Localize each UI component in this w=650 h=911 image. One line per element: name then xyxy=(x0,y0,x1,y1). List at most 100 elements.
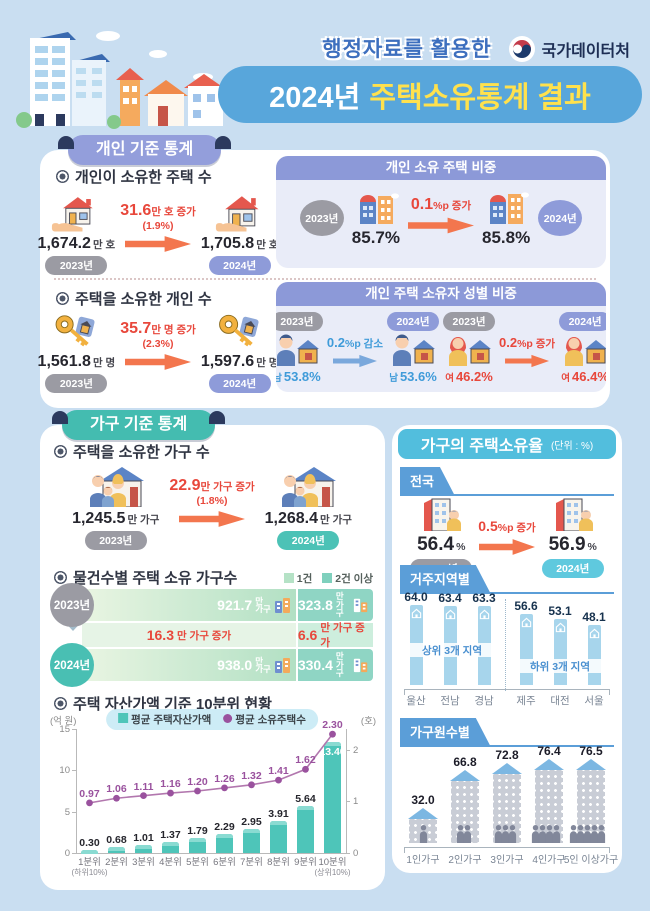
stat-2023: 1,561.8 만 명 2023년 xyxy=(38,312,115,393)
family-house-icon xyxy=(89,467,144,507)
nation-tabline: 전국 xyxy=(400,467,614,496)
right-tick-label: 1 xyxy=(353,796,359,808)
share-box: 개인 소유 주택 비중 2023년 85.7% 0.1%p 증가 xyxy=(276,156,606,268)
axis-line xyxy=(72,853,350,854)
building-person-icon xyxy=(424,498,462,531)
key-icon xyxy=(218,314,259,347)
year-badge: 2024년 xyxy=(559,312,606,331)
line-value-label: 1.11 xyxy=(133,780,154,793)
axis-bracket xyxy=(404,847,610,853)
person-icon xyxy=(576,825,584,843)
decile-heading: 주택 자산가액 기준 10분위 현황 xyxy=(54,693,272,714)
bar-row-2023: 2023년 921.7 만 가구 323.8 만 가구 xyxy=(50,583,373,627)
bar-value-label: 0.30 xyxy=(79,837,100,849)
building-roof-icon xyxy=(576,758,606,770)
category-label: 2분위 xyxy=(105,857,128,868)
female-2024: 2024년 여 46.4% xyxy=(559,312,606,384)
people-icons xyxy=(531,825,561,843)
woman-house-icon xyxy=(565,337,606,366)
people-icons xyxy=(456,825,472,843)
legend-line-swatch xyxy=(223,714,233,723)
bar-value-label: 63.4 xyxy=(438,590,462,605)
legend-bar-swatch xyxy=(118,713,129,723)
bar-segment-one: 938.0 만 가구 xyxy=(82,649,296,681)
household-stats-panel: 가구 기준 통계 주택을 소유한 가구 수 1,245.5 만 가구 xyxy=(40,410,385,890)
bar-value-label: 3.91 xyxy=(268,807,289,820)
legend-swatch-two xyxy=(322,573,333,583)
person-icon xyxy=(590,825,598,843)
person-icon xyxy=(597,825,605,843)
delta-increase: 0.5%p 증가 xyxy=(478,518,536,556)
category-label: 7분위 xyxy=(240,857,263,868)
year-badge: 2023년 xyxy=(443,312,495,331)
arrow-right-icon xyxy=(332,354,377,368)
year-circle-2024: 2024년 xyxy=(50,643,94,687)
man-house-icon xyxy=(393,334,435,366)
category-label: 3분위 xyxy=(132,857,155,868)
year-badge: 2024년 xyxy=(208,374,271,393)
year-badge: 2024년 xyxy=(208,256,271,275)
line-value-label: 2.30 xyxy=(322,719,343,732)
person-icon xyxy=(569,825,577,843)
tick-mark xyxy=(346,801,350,803)
bar xyxy=(297,806,314,853)
building-mini-icon xyxy=(353,598,368,613)
bar-value-label: 76.4 xyxy=(537,743,561,758)
owners-heading: 주택을 소유한 개인 수 xyxy=(56,288,212,309)
left-tick-label: 0 xyxy=(64,848,70,859)
household-section-ribbon: 가구 기준 통계 xyxy=(51,410,226,440)
people-icons xyxy=(419,825,427,843)
household-count-heading: 주택을 소유한 가구 수 xyxy=(54,441,210,462)
line-value-label: 1.26 xyxy=(214,772,235,785)
year-badge: 2023년 xyxy=(45,256,108,275)
male-2024: 2024년 남 53.6% xyxy=(387,312,439,384)
year-bubble-2023: 2023년 xyxy=(299,200,344,236)
by-count-heading: 물건수별 주택 소유 가구수 xyxy=(54,567,237,588)
right-axis-caption: (호) xyxy=(360,716,376,727)
category-label: 4분위 xyxy=(159,857,182,868)
delta-two: 6.6 만 가구 증가 xyxy=(297,622,373,649)
bar-value-label: 76.5 xyxy=(579,743,603,758)
person-icon xyxy=(545,825,554,843)
bar-value-label: 32.0 xyxy=(411,792,435,807)
tick-mark xyxy=(72,853,76,854)
category-label: 전남 xyxy=(440,695,460,707)
category-label: 9분위 xyxy=(294,857,317,868)
taegeuk-logo-icon xyxy=(508,36,535,62)
house-icon xyxy=(479,609,489,620)
arrow-right-icon xyxy=(408,217,474,234)
ownership-rate-panel: 가구의 주택소유율 (단위 : %) 전국 56.4% 2023년 0.5%p … xyxy=(392,425,622,873)
category-label: 대전 xyxy=(550,695,570,707)
female-delta: 0.2%p 증가 xyxy=(499,335,555,368)
building-bar xyxy=(409,818,437,843)
axis-bracket xyxy=(404,689,610,695)
arrow-right-icon xyxy=(479,539,535,555)
year-bubble-2024: 2024년 xyxy=(538,200,583,236)
building-roof-icon xyxy=(450,769,480,781)
legend-swatch-one xyxy=(283,573,294,583)
year-badge: 2024년 xyxy=(277,531,340,550)
line-value-label: 1.20 xyxy=(187,776,208,788)
bar-value-label: 63.3 xyxy=(472,590,496,605)
share-2024: 85.8% xyxy=(482,188,530,248)
tab-region: 거주지역별 xyxy=(400,565,490,592)
heading-bullet-icon xyxy=(54,445,67,458)
bar-value-label: 56.6 xyxy=(514,599,538,614)
arrow-right-icon xyxy=(125,354,191,370)
bar-segment-two: 330.4 만 가구 xyxy=(297,649,373,681)
stat-2024: 56.9% 2024년 xyxy=(541,497,604,578)
bar-value-label: 72.8 xyxy=(495,747,519,762)
bar-segment-one: 921.7 만 가구 xyxy=(82,589,296,621)
category-label: 8분위 xyxy=(267,857,290,868)
person-icon xyxy=(419,825,427,843)
tick-mark xyxy=(72,811,76,813)
category-label: 6분위 xyxy=(213,857,236,868)
axis-line xyxy=(346,729,347,853)
group-band-label: 하위 3개 지역 xyxy=(510,659,610,673)
city-illustration xyxy=(16,31,223,129)
person-icon xyxy=(508,825,516,843)
arrow-right-icon xyxy=(125,236,191,252)
year-badge: 2024년 xyxy=(541,559,604,578)
category-label: 울산 xyxy=(406,695,426,707)
